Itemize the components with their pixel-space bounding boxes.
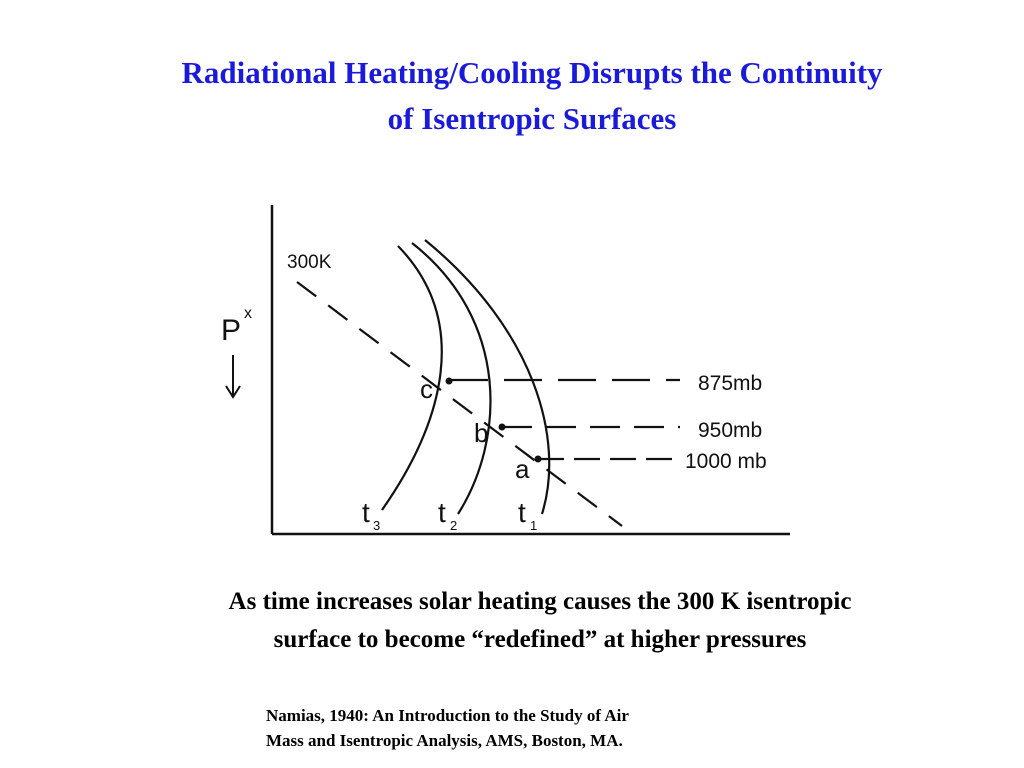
pressure-axis-superscript: x bbox=[244, 305, 252, 322]
point-a-label: a bbox=[515, 454, 530, 484]
curve-t3-label: t bbox=[362, 497, 370, 528]
level-875-label: 875mb bbox=[698, 372, 762, 395]
curve-t1-subscript: 1 bbox=[530, 518, 537, 533]
slide-title-line-2: of Isentropic Surfaces bbox=[387, 101, 677, 136]
curve-t3-subscript: 3 bbox=[373, 518, 380, 533]
isentrope-label: 300K bbox=[287, 252, 332, 273]
point-a-marker bbox=[534, 455, 542, 463]
curve-t2-label: t bbox=[438, 497, 446, 528]
curve-t3 bbox=[381, 245, 443, 511]
level-950-label: 950mb bbox=[698, 419, 762, 442]
curve-t1 bbox=[424, 239, 551, 515]
reference-citation: Namias, 1940: An Introduction to the Stu… bbox=[266, 703, 786, 753]
point-c-marker bbox=[445, 377, 453, 385]
point-c-label: c bbox=[420, 374, 433, 404]
slide-title: Radiational Heating/Cooling Disrupts the… bbox=[60, 50, 1004, 142]
down-arrow-icon bbox=[225, 355, 241, 399]
point-b-marker bbox=[498, 423, 506, 431]
slide-title-line-1: Radiational Heating/Cooling Disrupts the… bbox=[181, 55, 883, 90]
diagram-caption: As time increases solar heating causes t… bbox=[80, 583, 1000, 659]
point-b-label: b bbox=[474, 418, 488, 448]
isentrope-300k-line bbox=[296, 281, 623, 527]
reference-line-1: Namias, 1940: An Introduction to the Stu… bbox=[266, 706, 629, 725]
caption-line-2: surface to become “redefined” at higher … bbox=[273, 626, 807, 653]
curve-t2 bbox=[411, 242, 492, 515]
level-1000-label: 1000 mb bbox=[685, 450, 767, 473]
curve-t2-subscript: 2 bbox=[450, 518, 457, 533]
curve-t1-label: t bbox=[518, 497, 526, 528]
caption-line-1: As time increases solar heating causes t… bbox=[228, 588, 852, 615]
reference-line-2: Mass and Isentropic Analysis, AMS, Bosto… bbox=[266, 731, 623, 750]
pressure-axis-label: P bbox=[221, 314, 241, 347]
